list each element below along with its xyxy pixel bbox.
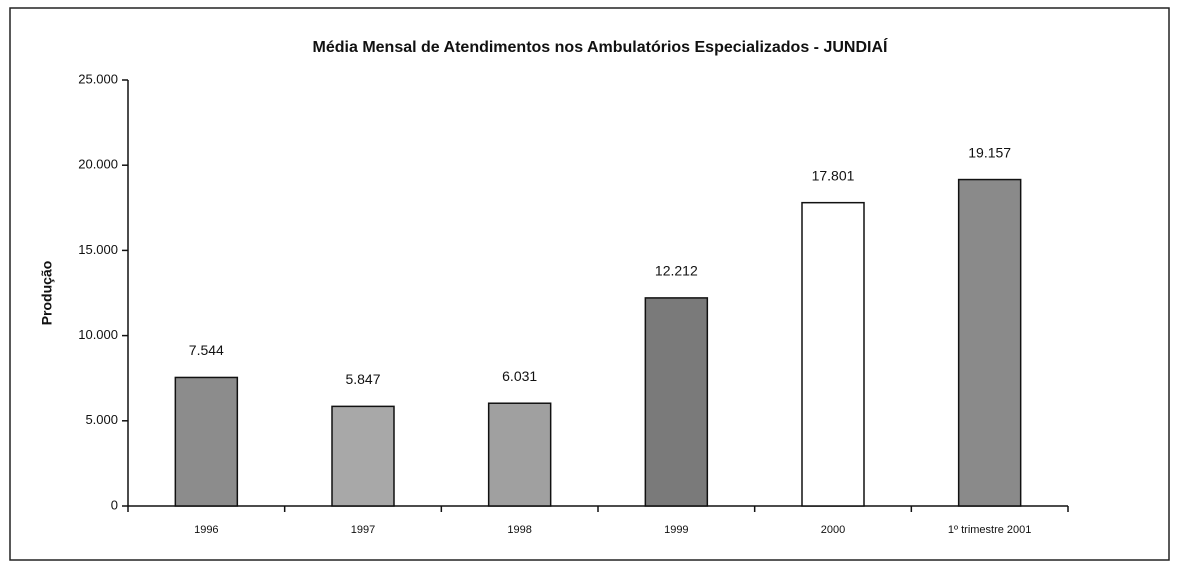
bar (957, 178, 1022, 507)
value-label: 6.031 (502, 368, 537, 384)
x-tick-label: 1998 (507, 524, 531, 536)
y-tick-label: 10.000 (78, 327, 118, 342)
x-tick-label: 1997 (351, 524, 375, 536)
value-label: 12.212 (655, 263, 698, 279)
value-label: 19.157 (968, 144, 1011, 160)
x-tick-label: 1º trimestre 2001 (948, 524, 1032, 536)
y-tick-label: 5.000 (85, 412, 118, 427)
x-tick-label: 1996 (194, 524, 218, 536)
x-tick-label: 1999 (664, 524, 688, 536)
bar (801, 201, 865, 507)
bar (331, 405, 395, 507)
value-label: 7.544 (189, 342, 224, 358)
y-tick-label: 0 (111, 497, 118, 512)
y-tick-label: 15.000 (78, 242, 118, 257)
bar (644, 297, 709, 507)
value-label: 5.847 (345, 371, 380, 387)
value-label: 17.801 (812, 167, 855, 183)
chart-title: Média Mensal de Atendimentos nos Ambulat… (313, 37, 888, 56)
chart-frame (9, 7, 1170, 561)
y-tick-label: 25.000 (78, 71, 118, 86)
x-tick-label: 2000 (821, 524, 845, 536)
y-axis-label: Produção (39, 261, 55, 326)
bar (174, 376, 239, 507)
bar (487, 402, 552, 507)
y-tick-label: 20.000 (78, 157, 118, 172)
